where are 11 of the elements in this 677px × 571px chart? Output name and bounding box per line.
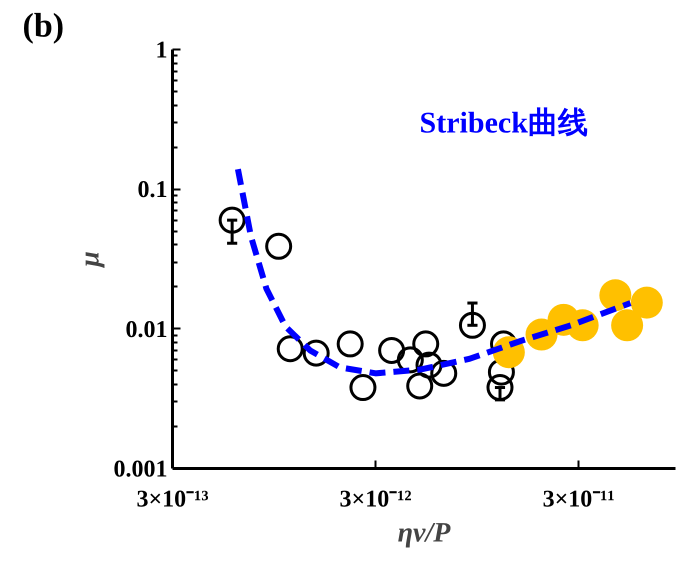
x-tick-label: 3×10⁻¹³ (136, 486, 209, 512)
y-tick-label: 1 (156, 38, 168, 64)
x-tick-label: 3×10⁻¹¹ (542, 486, 615, 512)
y-tick-label: 0.01 (126, 316, 168, 343)
chart-title: (b) (22, 8, 64, 44)
y-tick-label: 0.1 (138, 177, 168, 204)
y-tick-label: 0.001 (114, 456, 168, 482)
x-tick-label: 3×10⁻¹² (340, 486, 412, 512)
text: Stribeck曲线 (420, 106, 588, 140)
y-axis-title: μ (74, 251, 106, 269)
x-axis-title: ηv/P (398, 518, 452, 548)
